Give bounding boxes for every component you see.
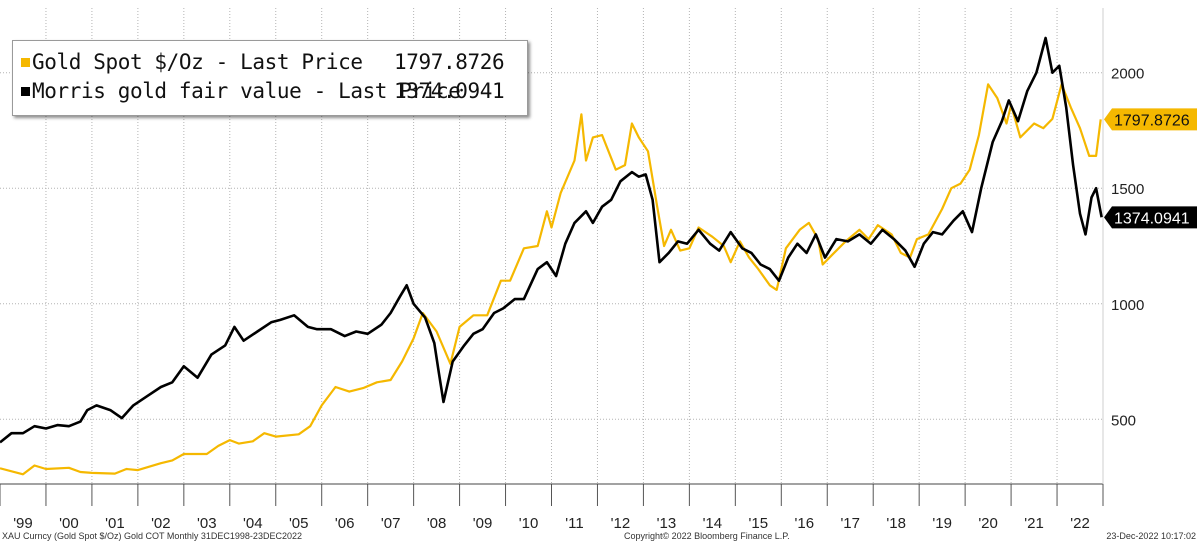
legend-item-morris-fair-value: Morris gold fair value - Last Price 1374…: [21, 76, 505, 106]
x-tick-label: '13: [657, 515, 677, 532]
gold-spot-line: [0, 83, 1102, 476]
x-tick-label: '10: [519, 515, 539, 532]
x-tick-label: '22: [1070, 515, 1090, 532]
footer-timestamp: 23-Dec-2022 10:17:02: [1106, 531, 1196, 541]
y-tick-label: 500: [1111, 412, 1136, 429]
x-tick-label: '99: [13, 515, 33, 532]
x-tick-label: '01: [105, 515, 125, 532]
legend: Gold Spot $/Oz - Last Price 1797.8726 Mo…: [12, 40, 528, 116]
legend-label: Morris gold fair value - Last Price: [32, 79, 461, 103]
x-tick-label: '00: [59, 515, 79, 532]
x-tick-label: '21: [1024, 515, 1044, 532]
y-tick-label: 1500: [1111, 181, 1144, 198]
x-tick-label: '20: [978, 515, 998, 532]
last-price-tag-text: 1797.8726: [1114, 112, 1190, 129]
last-price-tags: 1797.8726 1374.0941: [1104, 108, 1197, 229]
legend-label: Gold Spot $/Oz - Last Price: [32, 50, 363, 74]
x-tick-label: '02: [151, 515, 171, 532]
x-tick-label: '05: [289, 515, 309, 532]
x-tick-label: '17: [840, 515, 860, 532]
x-tick-label: '06: [335, 515, 355, 532]
y-tick-labels: 500 1000 1500 2000: [1111, 66, 1144, 430]
x-tick-label: '03: [197, 515, 217, 532]
last-price-tag-text: 1374.0941: [1114, 210, 1190, 227]
x-tick-label: '15: [749, 515, 769, 532]
x-tick-label: '14: [703, 515, 723, 532]
y-tick-label: 2000: [1111, 66, 1144, 83]
last-price-tag-bg: [1104, 108, 1197, 131]
x-axis: '99 '00 '01 '02 '03 '04 '05 '06 '07 '08 '09 '10 '11 '…: [0, 8, 1104, 532]
x-tick-label: '07: [381, 515, 401, 532]
x-tick-label: '04: [243, 515, 263, 532]
legend-swatch-morris-fair-value: [21, 86, 30, 96]
last-price-tag-gold-spot: 1797.8726: [1104, 108, 1197, 131]
x-tick-label: '18: [886, 515, 906, 532]
x-tick-label: '11: [565, 515, 583, 532]
last-price-tag-bg: [1104, 206, 1197, 229]
x-tick-label: '09: [473, 515, 493, 532]
series-lines: [0, 36, 1103, 476]
last-price-tag-morris: 1374.0941: [1104, 206, 1197, 229]
footer-copyright: Copyright© 2022 Bloomberg Finance L.P.: [624, 531, 790, 541]
legend-swatch-gold-spot: [21, 57, 30, 67]
legend-value: 1374.0941: [394, 79, 505, 103]
x-tick-label: '12: [611, 515, 631, 532]
x-tick-label: '08: [427, 515, 447, 532]
x-tick-label: '16: [794, 515, 814, 532]
legend-item-gold-spot: Gold Spot $/Oz - Last Price 1797.8726: [21, 47, 505, 77]
legend-value: 1797.8726: [394, 50, 505, 74]
y-tick-label: 1000: [1111, 297, 1144, 314]
footer-source: XAU Curncy (Gold Spot $/Oz) Gold COT Mon…: [2, 531, 302, 541]
morris-fair-value-line: [0, 36, 1103, 444]
x-tick-label: '19: [932, 515, 952, 532]
